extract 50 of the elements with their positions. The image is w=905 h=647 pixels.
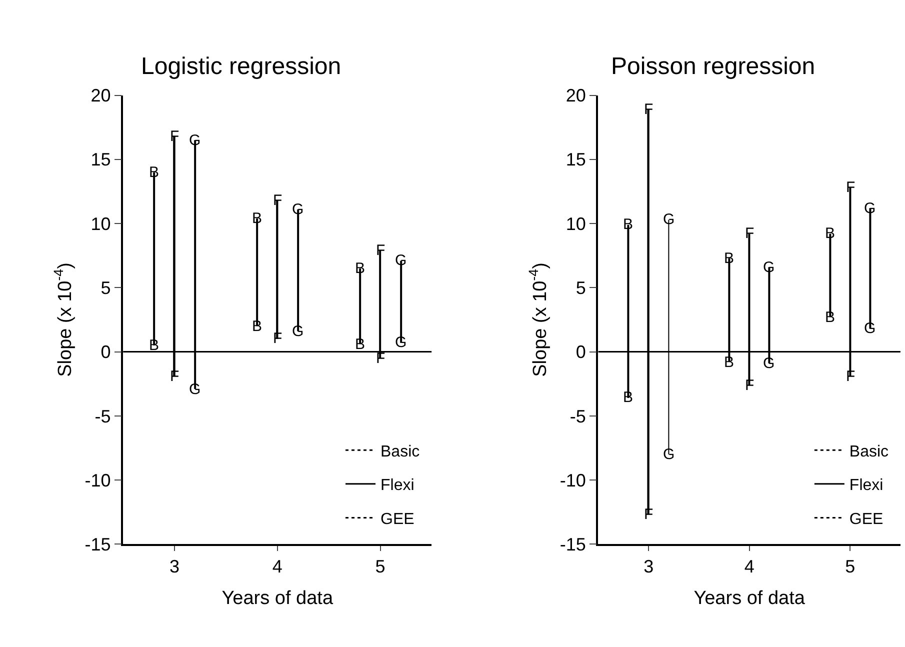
- annotation: F: [376, 242, 386, 259]
- annotation: F: [170, 128, 180, 145]
- annotation: B: [355, 260, 366, 277]
- y-tick-label: -5: [570, 406, 586, 426]
- legend-label: GEE: [849, 510, 884, 528]
- legend-label: Flexi: [380, 477, 414, 494]
- annotation: B: [623, 216, 634, 233]
- y-tick-label: 0: [576, 342, 586, 362]
- y-tick-label: -10: [560, 470, 586, 490]
- x-tick-label: 3: [644, 556, 654, 577]
- y-tick-label: 15: [566, 150, 586, 170]
- annotation: G: [663, 446, 675, 463]
- x-axis-title: Years of data: [222, 588, 334, 609]
- y-tick-label: 0: [100, 342, 111, 362]
- annotation: G: [395, 252, 407, 269]
- annotation: F: [745, 225, 754, 242]
- y-tick-label: 20: [90, 86, 111, 106]
- annotation: B: [149, 164, 160, 181]
- annotation: F: [644, 101, 654, 118]
- x-tick-label: 4: [744, 556, 754, 577]
- annotation: G: [189, 381, 201, 398]
- legend-label: Basic: [380, 443, 420, 460]
- y-tick-label: 20: [566, 86, 586, 106]
- y-tick-label: 10: [90, 214, 111, 234]
- y-tick-label: -5: [94, 406, 111, 426]
- annotation: B: [252, 210, 262, 227]
- legend-label: GEE: [380, 510, 414, 528]
- x-tick-label: 5: [375, 556, 386, 577]
- annotation: G: [663, 211, 675, 228]
- y-tick-label: 10: [566, 214, 586, 234]
- annotation: B: [724, 250, 734, 267]
- y-tick-label: -15: [84, 534, 111, 554]
- legend-label: Flexi: [849, 477, 884, 494]
- x-tick-label: 4: [272, 556, 282, 577]
- legend-label: Basic: [849, 443, 889, 460]
- y-tick-label: -15: [560, 534, 586, 554]
- annotation: F: [273, 192, 282, 209]
- y-tick-label: 5: [576, 278, 586, 298]
- y-tick-label: -10: [84, 470, 111, 490]
- annotation: F: [846, 179, 856, 196]
- x-axis-title: Years of data: [694, 588, 806, 609]
- x-tick-label: 3: [170, 556, 180, 577]
- chart-title: Logistic regression: [141, 53, 342, 80]
- y-tick-label: 5: [100, 278, 111, 298]
- chart-title: Poisson regression: [611, 53, 816, 80]
- annotation: B: [825, 225, 836, 242]
- annotation: G: [763, 355, 775, 372]
- annotation: G: [292, 323, 304, 340]
- y-tick-label: 15: [90, 150, 111, 170]
- x-tick-label: 5: [845, 556, 856, 577]
